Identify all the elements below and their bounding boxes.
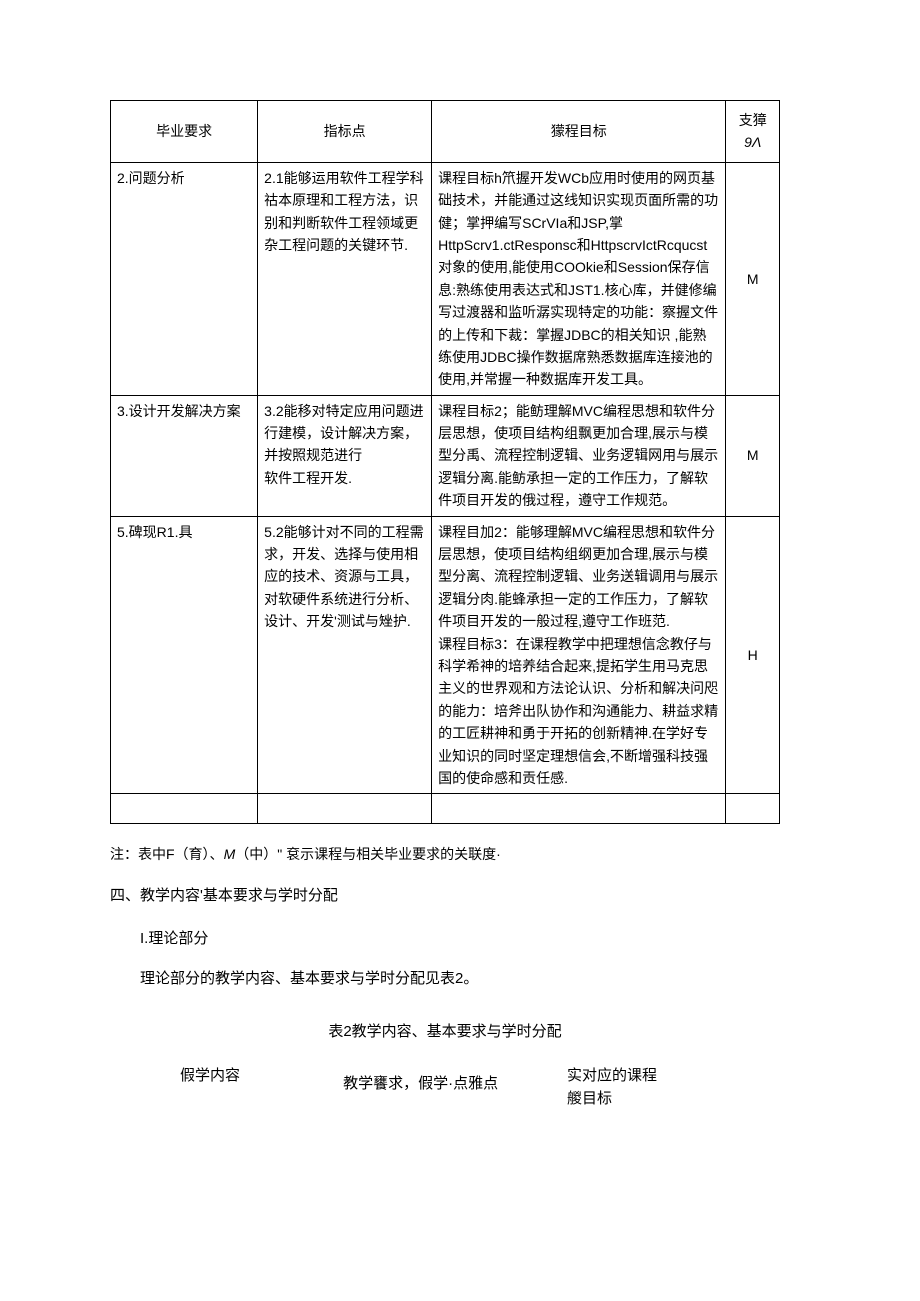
- header-col1: 毕业要求: [111, 101, 258, 163]
- table2-header-row: 假学内容 教学饔求，假学·点雅点 实对应的课程 艐目标: [110, 1065, 780, 1110]
- paragraph-1: 理论部分的教学内容、基本要求与学时分配见表2。: [140, 968, 780, 991]
- header-col4: 支獐 9Λ: [726, 101, 780, 163]
- blank-cell: [258, 794, 432, 824]
- t2-header-col1: 假学内容: [140, 1065, 274, 1088]
- req-cell: 2.问题分析: [111, 162, 258, 395]
- note-italic-m: M: [224, 846, 236, 862]
- req-cell: 5.碑现R1.具: [111, 516, 258, 794]
- subsection-1: I.理论部分: [140, 928, 780, 951]
- level-cell: M: [726, 162, 780, 395]
- table-row: 5.碑现R1.具 5.2能够计对不同的工程需求，开发、选择与使用相应的技术、资源…: [111, 516, 780, 794]
- indicator-cell: 2.1能够运用软件工程学科祜本原理和工程方法，识别和判断软件工程领域更杂工程问题…: [258, 162, 432, 395]
- table-row: 3.设计开发解决方案 3.2能移对特定应用问题进行建模，设计解决方案，并按照规范…: [111, 395, 780, 516]
- note-part2: （中）" 袞示课程与相关毕业要求的关联度·: [235, 846, 501, 862]
- req-cell: 3.设计开发解决方案: [111, 395, 258, 516]
- header-col4-line1: 支獐: [739, 112, 767, 128]
- table2-caption: 表2教学内容、基本要求与学时分配: [110, 1021, 780, 1044]
- header-col2: 指标点: [258, 101, 432, 163]
- t2-col3-line1: 实对应的课程: [567, 1067, 657, 1084]
- header-col3: 獴程目标: [432, 101, 726, 163]
- table-note: 注：表中F（育）、M（中）" 袞示课程与相关毕业要求的关联度·: [110, 844, 780, 865]
- t2-header-col3: 实对应的课程 艐目标: [567, 1065, 750, 1110]
- table-header-row: 毕业要求 指标点 獴程目标 支獐 9Λ: [111, 101, 780, 163]
- requirements-table: 毕业要求 指标点 獴程目标 支獐 9Λ 2.问题分析 2.1能够运用软件工程学科…: [110, 100, 780, 824]
- table-row-blank: [111, 794, 780, 824]
- indicator-cell: 3.2能移对特定应用问题进行建模，设计解决方案，并按照规范进行软件工程开发.: [258, 395, 432, 516]
- t2-header-col2: 教学饔求，假学·点雅点: [274, 1065, 567, 1096]
- blank-cell: [726, 794, 780, 824]
- level-cell: H: [726, 516, 780, 794]
- note-part1: 注：表中F（育）、: [110, 846, 224, 862]
- blank-cell: [111, 794, 258, 824]
- indicator-cell: 5.2能够计对不同的工程需求，开发、选择与使用相应的技术、资源与工具，对软硬件系…: [258, 516, 432, 794]
- blank-cell: [432, 794, 726, 824]
- t2-col3-line2: 艐目标: [567, 1090, 612, 1107]
- header-col4-line2: 9Λ: [744, 134, 761, 150]
- goal-cell: 课程目标h笊握开发WCb应用时使用的网页基础技术，并能通过这线知识实现页面所需的…: [432, 162, 726, 395]
- level-cell: M: [726, 395, 780, 516]
- section-4-heading: 四、教学内容'基本要求与学时分配: [110, 885, 780, 908]
- goal-cell: 课程目标2；能鲂理解MVC编程思想和软件分层思想，使项目结构组飘更加合理,展示与…: [432, 395, 726, 516]
- table-row: 2.问题分析 2.1能够运用软件工程学科祜本原理和工程方法，识别和判断软件工程领…: [111, 162, 780, 395]
- goal-cell: 课程目加2：能够理解MVC编程思想和软件分层思想，使项目结构组纲更加合理,展示与…: [432, 516, 726, 794]
